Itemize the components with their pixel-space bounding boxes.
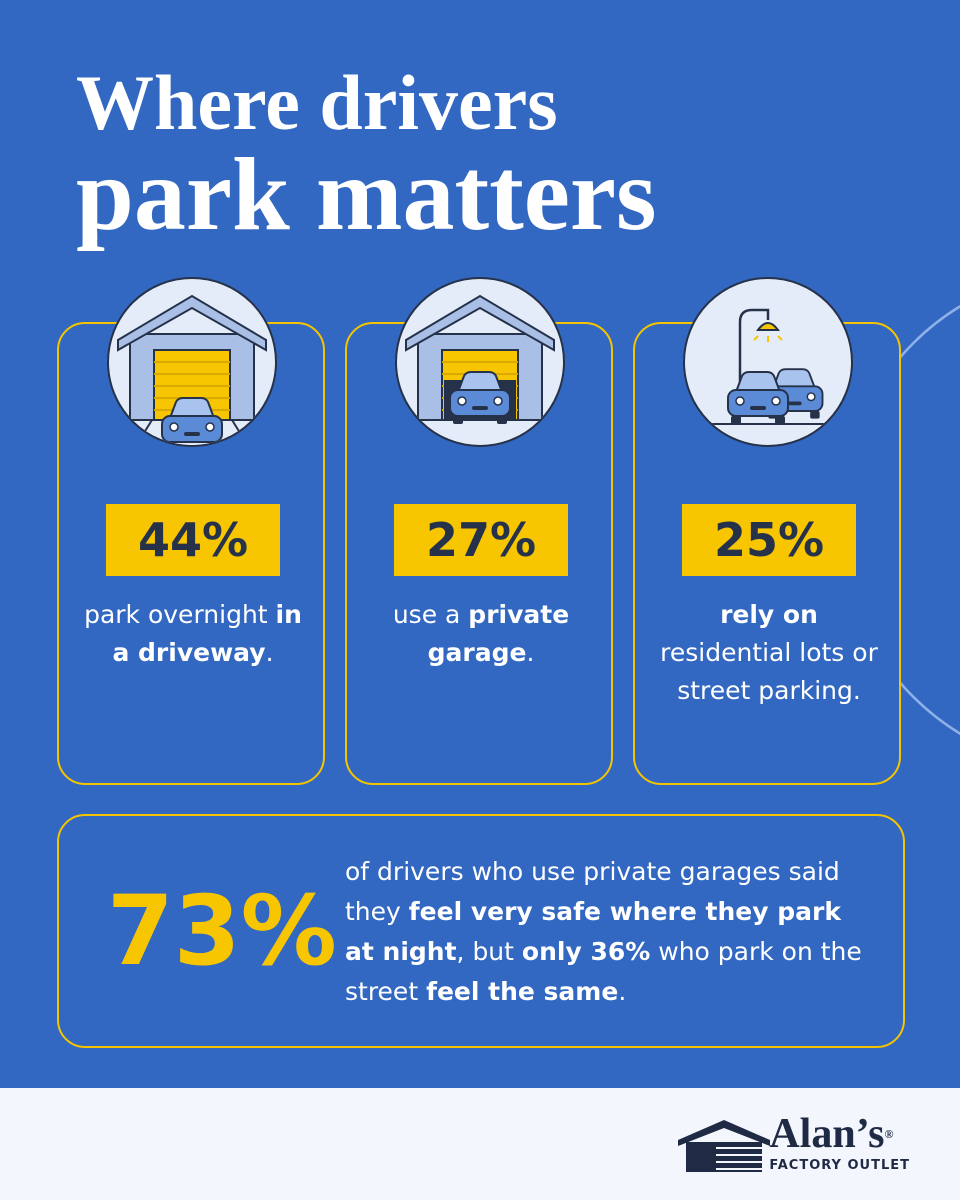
footer bbox=[0, 1088, 960, 1200]
text: , but bbox=[456, 937, 522, 966]
title-line: park matters bbox=[76, 137, 657, 252]
icons bbox=[107, 277, 853, 447]
text: of drivers who use private garages said … bbox=[345, 857, 840, 926]
highlight-card: 73% of drivers who use private garages s… bbox=[57, 814, 905, 1048]
stat-text: use a private garage. bbox=[367, 596, 595, 672]
bold-text: in a driveway bbox=[112, 600, 302, 667]
bold-text: private garage bbox=[427, 600, 570, 667]
bold-text: only 36% bbox=[521, 937, 651, 966]
bold-text: feel very safe where they park at night bbox=[345, 897, 841, 966]
text: park overnight bbox=[84, 600, 276, 629]
stat-text: rely on residential lots or street parki… bbox=[655, 596, 883, 710]
stat-card: 44% park overnight in a driveway. bbox=[57, 322, 325, 785]
stat-value: 25% bbox=[682, 504, 856, 576]
highlight-stat: 73% bbox=[107, 875, 337, 987]
text: residential lots or street parking. bbox=[660, 638, 878, 705]
brand-logo bbox=[678, 1120, 770, 1172]
text: who park on the street bbox=[345, 937, 862, 1006]
text: . bbox=[526, 638, 535, 667]
bold-text: feel the same bbox=[426, 977, 619, 1006]
trademark: ® bbox=[884, 1127, 894, 1141]
driveway-icon bbox=[107, 277, 277, 447]
stat-value: 44% bbox=[106, 504, 280, 576]
brand: Alan’s® FACTORY OUTLET bbox=[769, 1112, 910, 1176]
stat-value: 27% bbox=[394, 504, 568, 576]
brand-text: Alan’s bbox=[769, 1111, 885, 1157]
bold-text: rely on bbox=[720, 600, 818, 629]
text: . bbox=[618, 977, 627, 1006]
text: use a bbox=[392, 600, 469, 629]
brand-tagline: FACTORY OUTLET bbox=[769, 1158, 910, 1173]
title-line: Where drivers bbox=[76, 59, 558, 146]
street-icon bbox=[683, 277, 853, 447]
garage-icon bbox=[395, 277, 565, 447]
brand-name: Alan’s® bbox=[769, 1112, 910, 1156]
highlight-text: of drivers who use private garages said … bbox=[345, 852, 865, 1012]
text: . bbox=[265, 638, 274, 667]
stat-text: park overnight in a driveway. bbox=[79, 596, 307, 672]
